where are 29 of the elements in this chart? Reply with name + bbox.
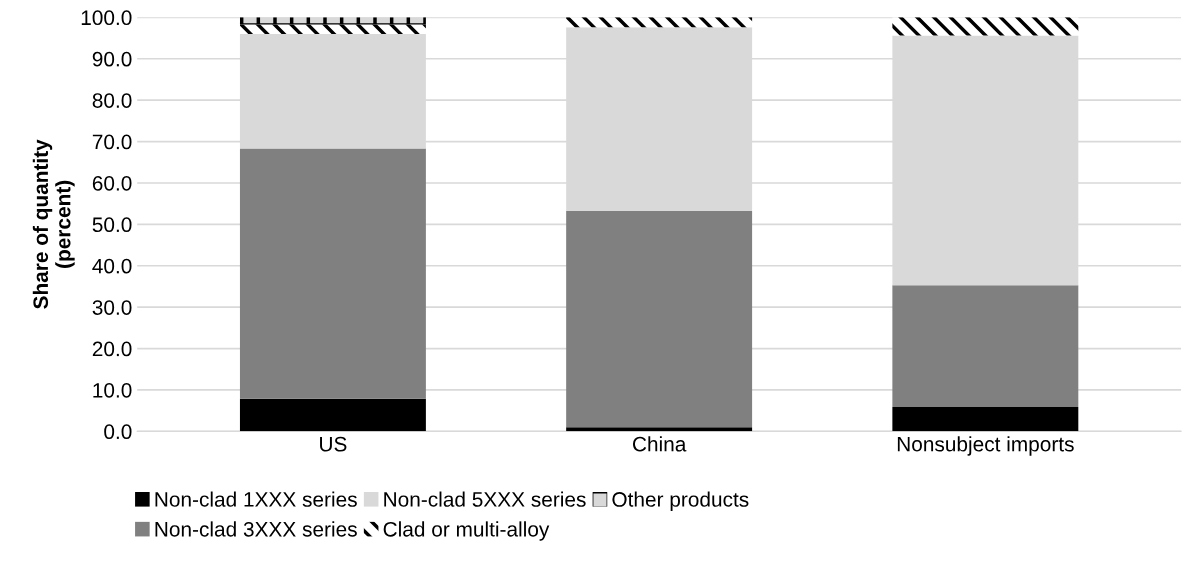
y-tick-label: 60.0 — [92, 175, 132, 191]
y-tick-label: 80.0 — [92, 93, 132, 108]
y-tick-label: 100.0 — [81, 10, 132, 26]
y-tick-label: 0.0 — [104, 424, 132, 440]
y-tick-label: 10.0 — [93, 382, 132, 398]
bar — [892, 17, 1079, 36]
y-tick-label: 50.0 — [92, 217, 132, 233]
bar — [239, 148, 426, 399]
y-tick-label: 90.0 — [92, 51, 132, 67]
legend-label: Other products — [612, 491, 749, 511]
x-tick-label: Nonsubject imports — [897, 436, 1074, 456]
y-tick-label: 40.0 — [92, 258, 132, 274]
y-tick-label: 70.0 — [92, 134, 132, 150]
bar — [566, 17, 753, 28]
legend-label: Non-clad 3XXX series — [155, 521, 357, 537]
bar — [566, 427, 753, 432]
x-tick-label: China — [632, 436, 687, 452]
bar — [239, 398, 426, 432]
bar — [566, 210, 753, 428]
bar — [892, 285, 1079, 407]
bar — [892, 406, 1079, 432]
x-tick-label: US — [320, 436, 347, 452]
y-tick-label: 20.0 — [92, 341, 132, 357]
y-tick-label: 30.0 — [92, 300, 132, 315]
bar — [239, 24, 426, 34]
y-axis-title: Share of quantity (percent) — [32, 139, 75, 309]
legend-label: Non-clad 1XXX series — [155, 491, 357, 507]
legend-label: Clad or multi-alloy — [383, 521, 550, 541]
legend-label: Non-clad 5XXX series — [384, 491, 586, 507]
